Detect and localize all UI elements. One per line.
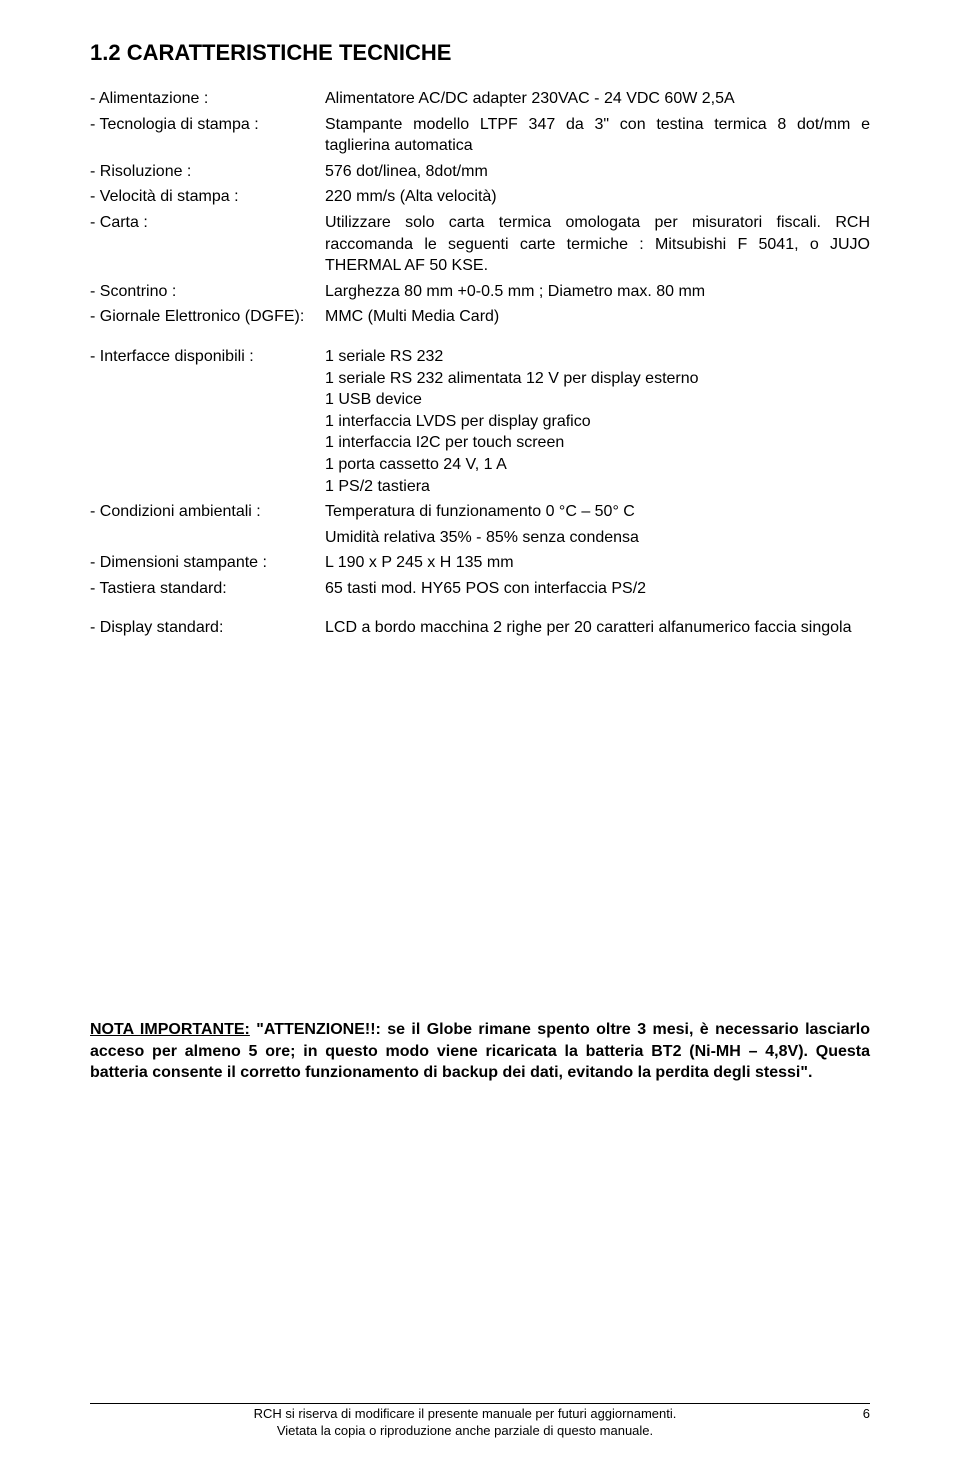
spec-value: Utilizzare solo carta termica omologata … [325, 212, 870, 277]
spec-value: MMC (Multi Media Card) [325, 306, 870, 328]
spec-label: - Velocità di stampa : [90, 186, 325, 208]
spec-row-display: - Display standard: LCD a bordo macchina… [90, 617, 870, 639]
spec-row: - Tastiera standard: 65 tasti mod. HY65 … [90, 578, 870, 600]
spec-label: - Giornale Elettronico (DGFE): [90, 306, 325, 328]
section-title: 1.2 CARATTERISTICHE TECNICHE [90, 40, 870, 66]
spec-value: Stampante modello LTPF 347 da 3" con tes… [325, 114, 870, 157]
spec-row: - Giornale Elettronico (DGFE): MMC (Mult… [90, 306, 870, 328]
note-lead: NOTA IMPORTANTE: [90, 1021, 250, 1038]
spec-label: - Risoluzione : [90, 161, 325, 183]
spec-row: - Carta : Utilizzare solo carta termica … [90, 212, 870, 277]
spec-value: 65 tasti mod. HY65 POS con interfaccia P… [325, 578, 870, 600]
interface-line: 1 PS/2 tastiera [325, 476, 870, 498]
note-paragraph: NOTA IMPORTANTE: "ATTENZIONE!!: se il Gl… [90, 1019, 870, 1084]
spec-label: - Tecnologia di stampa : [90, 114, 325, 157]
page-footer: RCH si riserva di modificare il presente… [90, 1403, 870, 1440]
spec-row-cond2: Umidità relativa 35% - 85% senza condens… [90, 527, 870, 549]
spec-label: - Interfacce disponibili : [90, 346, 325, 497]
spec-label: - Display standard: [90, 617, 325, 639]
spec-value: 576 dot/linea, 8dot/mm [325, 161, 870, 183]
spec-row: - Velocità di stampa : 220 mm/s (Alta ve… [90, 186, 870, 208]
spec-value: 1 seriale RS 232 1 seriale RS 232 alimen… [325, 346, 870, 497]
interface-line: 1 seriale RS 232 [325, 346, 870, 368]
footer-text: RCH si riserva di modificare il presente… [90, 1406, 840, 1440]
spec-value: Larghezza 80 mm +0-0.5 mm ; Diametro max… [325, 281, 870, 303]
spec-row-cond: - Condizioni ambientali : Temperatura di… [90, 501, 870, 523]
spec-row: - Tecnologia di stampa : Stampante model… [90, 114, 870, 157]
spec-value: LCD a bordo macchina 2 righe per 20 cara… [325, 617, 870, 639]
page-number: 6 [840, 1406, 870, 1440]
spec-label: - Alimentazione : [90, 88, 325, 110]
spec-label: - Dimensioni stampante : [90, 552, 325, 574]
spec-value: Alimentatore AC/DC adapter 230VAC - 24 V… [325, 88, 870, 110]
page: 1.2 CARATTERISTICHE TECNICHE - Alimentaz… [0, 0, 960, 1470]
interface-line: 1 interfaccia I2C per touch screen [325, 432, 870, 454]
spec-row: - Dimensioni stampante : L 190 x P 245 x… [90, 552, 870, 574]
spec-value: Temperatura di funzionamento 0 °C – 50° … [325, 501, 870, 523]
spec-label: - Tastiera standard: [90, 578, 325, 600]
interface-line: 1 seriale RS 232 alimentata 12 V per dis… [325, 368, 870, 390]
footer-line1: RCH si riserva di modificare il presente… [254, 1406, 677, 1421]
spec-label-empty [90, 527, 325, 549]
spec-row-interfaces: - Interfacce disponibili : 1 seriale RS … [90, 346, 870, 497]
spec-value: Umidità relativa 35% - 85% senza condens… [325, 527, 870, 549]
spec-row: - Alimentazione : Alimentatore AC/DC ada… [90, 88, 870, 110]
interface-line: 1 USB device [325, 389, 870, 411]
interface-line: 1 porta cassetto 24 V, 1 A [325, 454, 870, 476]
spec-row: - Scontrino : Larghezza 80 mm +0-0.5 mm … [90, 281, 870, 303]
spec-label: - Condizioni ambientali : [90, 501, 325, 523]
spec-value: 220 mm/s (Alta velocità) [325, 186, 870, 208]
spec-row: - Risoluzione : 576 dot/linea, 8dot/mm [90, 161, 870, 183]
footer-rule [90, 1403, 870, 1404]
spec-value: L 190 x P 245 x H 135 mm [325, 552, 870, 574]
spec-label: - Carta : [90, 212, 325, 277]
spec-label: - Scontrino : [90, 281, 325, 303]
interface-line: 1 interfaccia LVDS per display grafico [325, 411, 870, 433]
footer-line2: Vietata la copia o riproduzione anche pa… [277, 1423, 653, 1438]
